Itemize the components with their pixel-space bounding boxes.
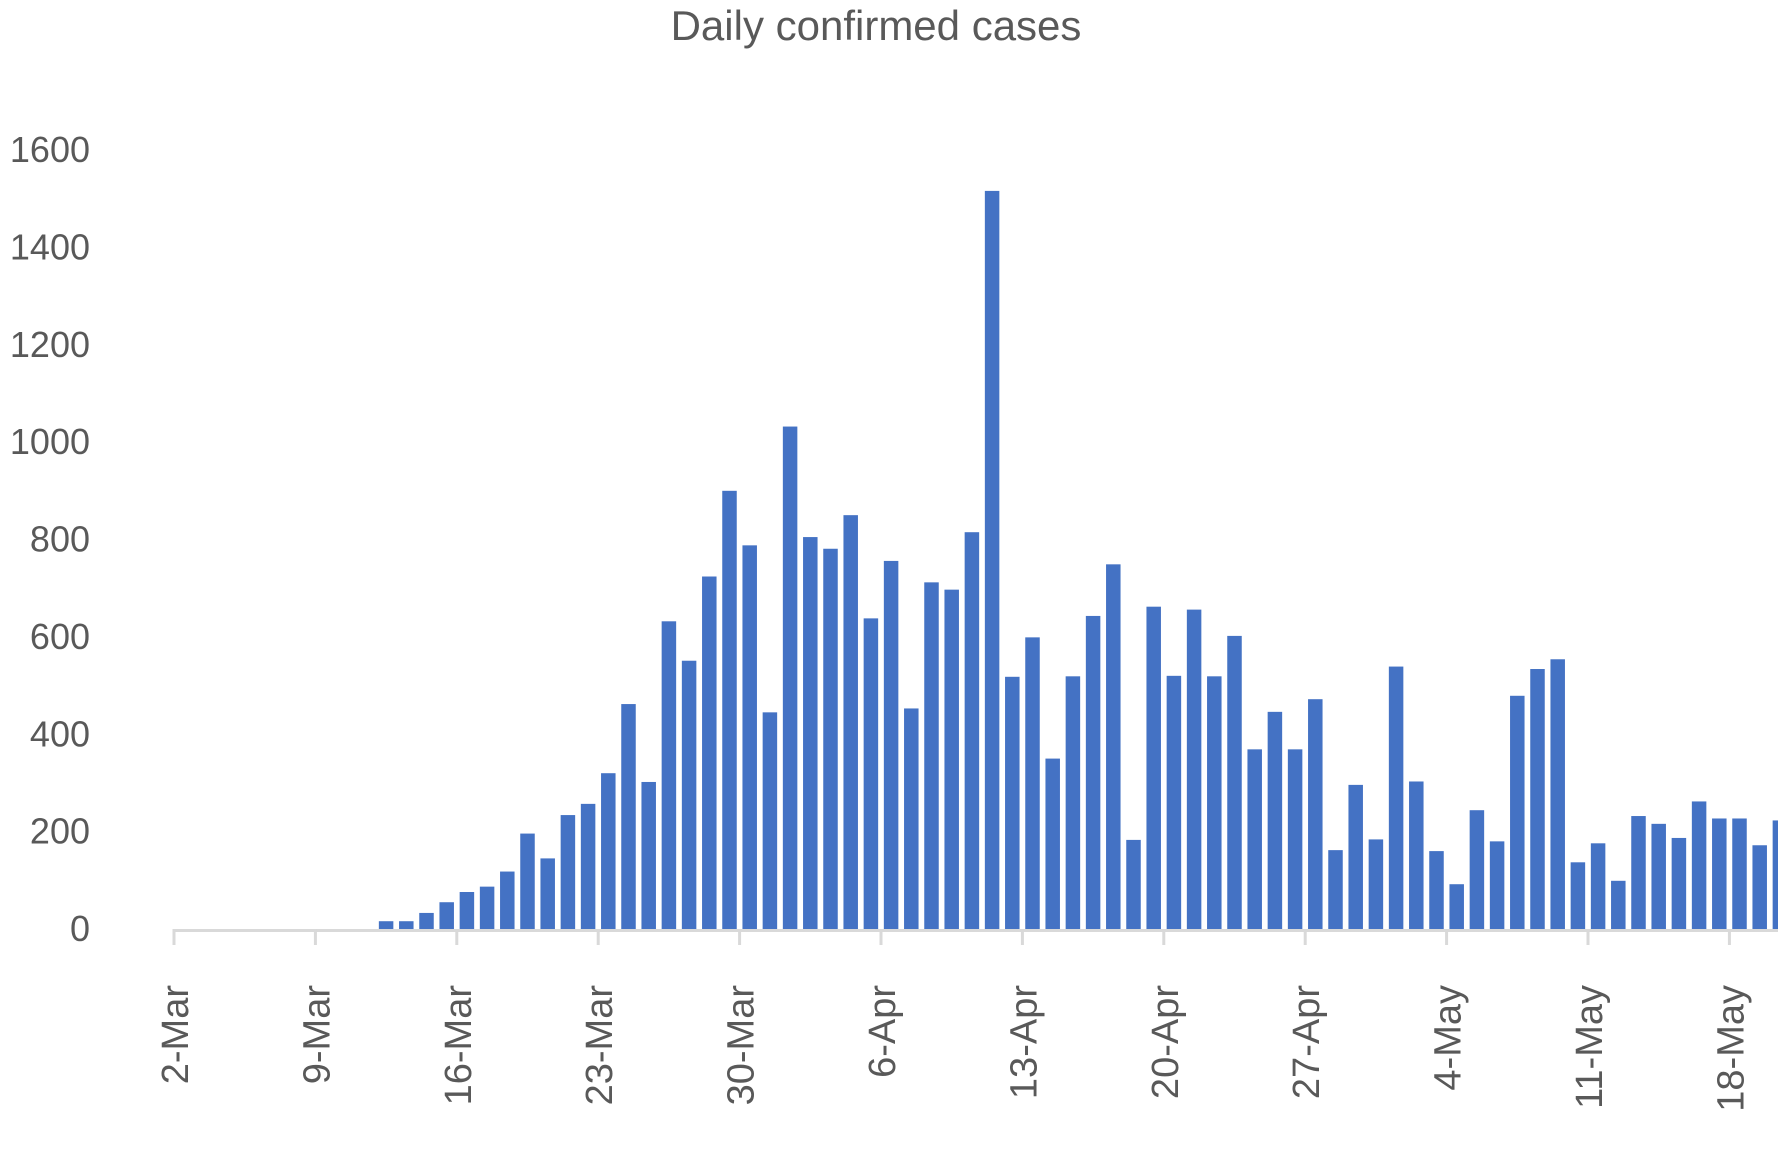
bar bbox=[621, 704, 636, 929]
bar bbox=[1409, 781, 1424, 929]
bar bbox=[1348, 784, 1363, 929]
x-tick-label: 20-Apr bbox=[1145, 985, 1187, 1099]
bar bbox=[1388, 666, 1404, 929]
bar bbox=[1530, 669, 1545, 929]
bar bbox=[1207, 676, 1222, 929]
bar bbox=[1712, 818, 1727, 929]
x-tick-label: 30-Mar bbox=[721, 985, 763, 1106]
bar bbox=[1186, 609, 1202, 929]
bar bbox=[681, 660, 697, 929]
bar bbox=[863, 618, 879, 929]
chart-title: Daily confirmed cases bbox=[671, 2, 1082, 49]
bar bbox=[1772, 820, 1778, 929]
bar bbox=[459, 892, 475, 929]
bar bbox=[1146, 606, 1161, 929]
bar bbox=[1691, 801, 1707, 929]
bar bbox=[1106, 564, 1121, 929]
bar bbox=[1126, 839, 1141, 929]
bar bbox=[883, 560, 899, 929]
bar bbox=[1287, 749, 1303, 929]
bar bbox=[580, 803, 596, 929]
bar bbox=[661, 621, 677, 929]
y-tick-label: 1600 bbox=[10, 129, 90, 170]
bar bbox=[1085, 615, 1101, 929]
bar bbox=[722, 490, 737, 929]
y-tick-label: 400 bbox=[30, 713, 90, 754]
bar bbox=[782, 426, 798, 929]
bar bbox=[964, 532, 980, 929]
x-tick-label: 6-Apr bbox=[862, 985, 904, 1078]
x-tick-label: 11-May bbox=[1569, 985, 1611, 1109]
bar bbox=[1570, 862, 1586, 929]
bar bbox=[843, 515, 858, 929]
bar bbox=[1631, 816, 1646, 929]
x-tick-label: 16-Mar bbox=[438, 985, 480, 1106]
bar bbox=[1489, 841, 1505, 929]
bar bbox=[419, 912, 434, 929]
bar bbox=[1671, 837, 1687, 929]
bar bbox=[1368, 839, 1384, 929]
bar bbox=[1510, 695, 1525, 929]
bar bbox=[1732, 818, 1747, 929]
y-tick-label: 200 bbox=[30, 811, 90, 852]
y-tick-label: 1400 bbox=[10, 226, 90, 267]
bar bbox=[762, 712, 778, 929]
bar bbox=[1227, 635, 1242, 929]
bar bbox=[904, 708, 919, 929]
bar bbox=[560, 815, 576, 929]
bar bbox=[1550, 659, 1565, 929]
bar bbox=[601, 773, 616, 929]
x-tick-label: 9-Mar bbox=[296, 985, 338, 1085]
bar bbox=[500, 871, 515, 929]
bar bbox=[823, 548, 838, 929]
bar bbox=[924, 582, 939, 929]
y-tick-label: 800 bbox=[30, 519, 90, 560]
bar bbox=[1611, 880, 1626, 929]
x-axis-tick-marks bbox=[172, 929, 1731, 945]
x-tick-label: 23-Mar bbox=[579, 985, 621, 1106]
bar bbox=[803, 537, 818, 929]
bar bbox=[1247, 749, 1262, 929]
x-tick-label: 4-May bbox=[1428, 985, 1470, 1091]
x-axis-ticks: 2-Mar 9-Mar 16-Mar 23-Mar 30-Mar 6-Apr 13-Apr 2… bbox=[155, 985, 1752, 1112]
bars bbox=[378, 190, 1778, 929]
bar bbox=[1267, 711, 1283, 929]
y-tick-label: 0 bbox=[70, 908, 90, 949]
bar bbox=[1752, 845, 1767, 929]
bar bbox=[1166, 675, 1182, 929]
bar bbox=[378, 921, 394, 929]
bar bbox=[1590, 843, 1606, 929]
bar bbox=[1025, 637, 1040, 929]
y-tick-label: 600 bbox=[30, 616, 90, 657]
bar bbox=[1651, 823, 1666, 929]
x-tick-label: 2-Mar bbox=[155, 985, 197, 1085]
x-tick-label: 13-Apr bbox=[1003, 985, 1045, 1099]
bar bbox=[520, 833, 535, 929]
bar bbox=[399, 921, 414, 929]
bar bbox=[1429, 851, 1444, 929]
bar bbox=[1328, 850, 1343, 929]
bar bbox=[1005, 676, 1020, 929]
bar bbox=[944, 589, 959, 929]
bar bbox=[702, 576, 717, 929]
y-tick-label: 1200 bbox=[10, 324, 90, 365]
y-axis-ticks: 0 200 400 600 800 1000 1200 1400 1600 bbox=[10, 129, 90, 949]
bar bbox=[1469, 810, 1485, 929]
x-tick-label: 18-May bbox=[1710, 985, 1752, 1112]
bar bbox=[641, 781, 656, 929]
bar bbox=[984, 190, 1000, 929]
x-tick-label: 27-Apr bbox=[1286, 985, 1328, 1099]
bar bbox=[1308, 699, 1323, 929]
bar bbox=[1065, 676, 1081, 929]
bar bbox=[1045, 758, 1060, 929]
bar bbox=[540, 858, 555, 929]
y-tick-label: 1000 bbox=[10, 421, 90, 462]
bar bbox=[479, 886, 495, 929]
bar bbox=[1449, 884, 1464, 929]
bar bbox=[439, 902, 454, 929]
bar bbox=[742, 545, 757, 929]
